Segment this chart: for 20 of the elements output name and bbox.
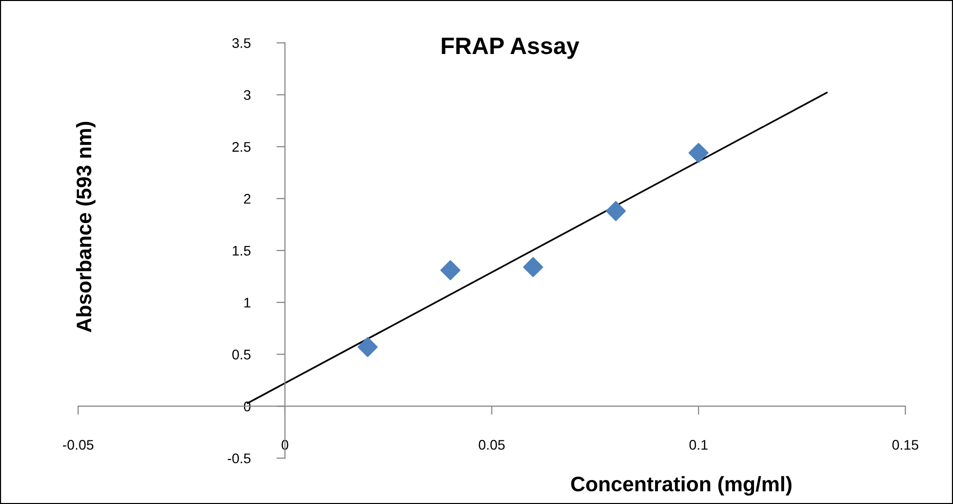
- y-tick-label: 3.5: [232, 38, 250, 48]
- y-axis-title: Absorbance (593 nm): [76, 122, 96, 332]
- point: [440, 260, 460, 280]
- x-tick-label: 0.15: [892, 440, 918, 450]
- x-axis-title: Concentration (mg/ml): [571, 476, 792, 496]
- y-tick-label: 0.5: [232, 350, 250, 360]
- y-tick-label: 3: [244, 90, 250, 100]
- x-tick-label: 0.05: [478, 440, 505, 450]
- y-tick-label: 1.5: [232, 246, 250, 256]
- y-tick-label: 1: [244, 298, 250, 308]
- point: [358, 337, 378, 358]
- y-tick-label: 2.5: [232, 142, 250, 152]
- point: [688, 142, 709, 163]
- point: [523, 257, 544, 278]
- chart-title: FRAP Assay: [442, 38, 580, 59]
- y-tick-label: -0.5: [228, 453, 250, 464]
- point: [606, 201, 626, 222]
- y-tick-label: 2: [244, 194, 250, 204]
- x-tick-label: 0.1: [689, 440, 708, 450]
- x-tick-label: -0.05: [62, 440, 94, 450]
